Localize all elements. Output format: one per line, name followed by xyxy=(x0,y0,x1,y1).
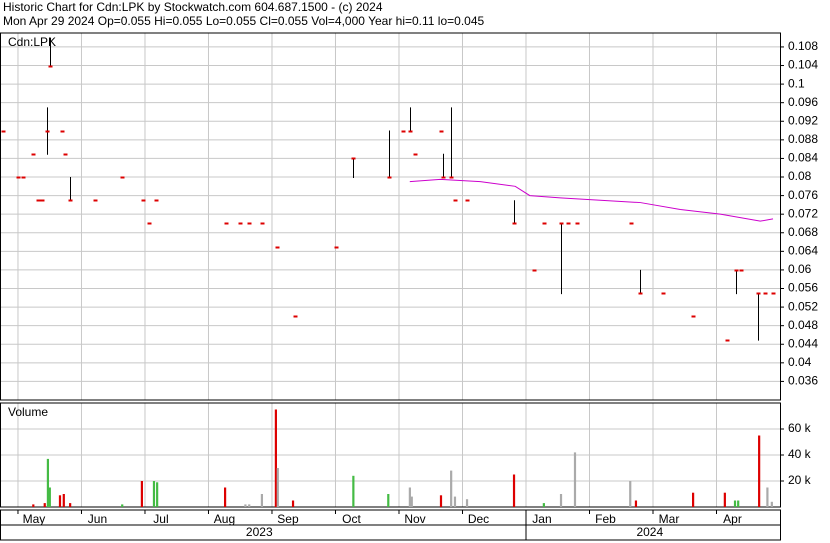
panel-label: Volume xyxy=(8,405,48,419)
x-tick-label: Jul xyxy=(153,512,168,526)
volume-bar xyxy=(634,500,638,507)
volume-bar xyxy=(766,487,769,507)
volume-bar xyxy=(408,487,411,507)
volume-bar xyxy=(152,481,156,507)
y-tick-label: 20 k xyxy=(788,473,812,487)
y-tick-label: 0.104 xyxy=(788,58,818,72)
volume-bar xyxy=(244,504,247,507)
x-tick-label: Apr xyxy=(723,512,742,526)
volume-bar xyxy=(43,503,46,507)
y-tick-label: 0.1 xyxy=(788,76,805,90)
y-tick-label: 0.076 xyxy=(788,188,818,202)
volume-bar xyxy=(121,504,124,507)
year-label: 2024 xyxy=(636,525,663,539)
y-tick-label: 0.056 xyxy=(788,281,818,295)
volume-bar xyxy=(32,504,35,507)
y-tick-label: 0.06 xyxy=(788,262,812,276)
volume-bar xyxy=(512,474,516,507)
volume-bar xyxy=(723,492,726,507)
volume-bar xyxy=(439,495,443,507)
x-tick-label: Aug xyxy=(214,512,235,526)
chart-title: Historic Chart for Cdn:LPK by Stockwatch… xyxy=(3,0,383,14)
volume-bar xyxy=(156,482,159,507)
volume-bar xyxy=(140,481,144,507)
y-tick-label: 0.088 xyxy=(788,132,818,146)
year-label: 2023 xyxy=(246,525,273,539)
volume-bar xyxy=(573,452,577,507)
x-tick-label: Oct xyxy=(342,512,361,526)
x-tick-label: May xyxy=(23,512,46,526)
panel-label: Cdn:LPK xyxy=(8,35,56,49)
y-tick-label: 0.072 xyxy=(788,206,818,220)
volume-bar xyxy=(410,496,413,507)
volume-bar xyxy=(62,494,65,507)
volume-bar xyxy=(629,481,632,507)
volume-bar xyxy=(542,503,545,507)
moving-average xyxy=(409,178,774,222)
volume-bar xyxy=(692,492,695,507)
y-tick-label: 0.064 xyxy=(788,244,818,258)
y-tick-label: 0.068 xyxy=(788,225,818,239)
volume-bar xyxy=(260,494,264,507)
volume-bar xyxy=(48,487,51,507)
y-tick-label: 0.036 xyxy=(788,374,818,388)
volume-bar xyxy=(291,500,295,507)
y-tick-label: 0.052 xyxy=(788,299,818,313)
y-tick-label: 0.08 xyxy=(788,169,812,183)
y-tick-label: 0.084 xyxy=(788,151,818,165)
y-tick-label: 0.108 xyxy=(788,39,818,53)
year-axis xyxy=(0,524,781,541)
x-tick-label: Nov xyxy=(404,512,425,526)
volume-bar xyxy=(46,458,50,507)
y-tick-label: 40 k xyxy=(788,447,812,461)
volume-bar xyxy=(248,504,251,507)
y-tick-label: 60 k xyxy=(788,421,812,435)
x-tick-label: Dec xyxy=(468,512,489,526)
volume-bar xyxy=(69,503,72,507)
volume-bar xyxy=(223,487,227,507)
x-tick-label: Feb xyxy=(595,512,616,526)
x-tick-label: Jun xyxy=(88,512,107,526)
volume-bar xyxy=(276,468,279,507)
y-tick-label: 0.096 xyxy=(788,95,818,109)
volume-bar xyxy=(274,409,277,507)
volume-bar xyxy=(737,500,740,507)
volume-bar xyxy=(450,470,453,507)
volume-bar xyxy=(453,496,457,507)
y-tick-label: 0.04 xyxy=(788,355,812,369)
x-tick-label: Jan xyxy=(532,512,551,526)
x-tick-label: Sep xyxy=(277,512,299,526)
volume-bar xyxy=(465,499,469,507)
volume-bar xyxy=(733,500,737,507)
y-tick-label: 0.092 xyxy=(788,113,818,127)
panel-frame xyxy=(0,402,781,508)
x-tick-label: Mar xyxy=(659,512,680,526)
volume-bar xyxy=(758,435,761,507)
chart-subtitle: Mon Apr 29 2024 Op=0.055 Hi=0.055 Lo=0.0… xyxy=(3,14,485,28)
volume-bar xyxy=(387,494,390,507)
y-tick-label: 0.044 xyxy=(788,336,818,350)
volume-bar xyxy=(770,501,773,507)
panel-frame xyxy=(0,32,781,401)
y-tick-label: 0.048 xyxy=(788,318,818,332)
volume-bar xyxy=(559,494,563,507)
volume-bar xyxy=(352,475,355,507)
volume-bar xyxy=(58,495,62,507)
